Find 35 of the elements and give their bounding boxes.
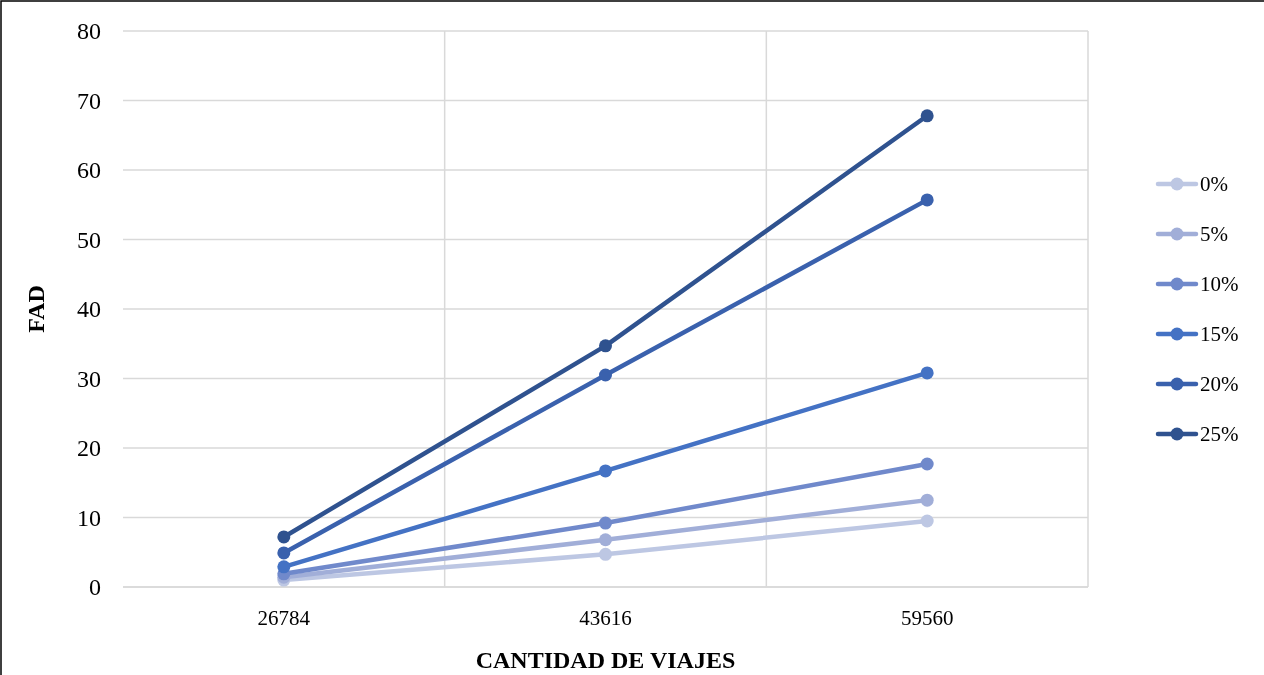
y-tick-label: 20 <box>77 435 101 462</box>
legend-label: 25% <box>1200 422 1239 447</box>
point <box>920 514 934 528</box>
x-tick-label: 26784 <box>257 606 311 630</box>
legend-label: 15% <box>1200 322 1239 347</box>
point <box>920 109 934 123</box>
point <box>599 533 612 547</box>
y-tick-label: 50 <box>77 226 101 253</box>
point <box>920 366 934 380</box>
legend-label: 20% <box>1200 372 1239 397</box>
point <box>920 457 934 471</box>
point <box>599 339 612 353</box>
point <box>920 193 934 207</box>
point <box>277 530 291 544</box>
point <box>277 546 291 560</box>
y-tick-label: 80 <box>77 18 101 45</box>
point <box>599 464 612 478</box>
y-axis-title: FAD <box>23 285 49 333</box>
legend-label: 10% <box>1200 272 1239 297</box>
point <box>599 516 612 530</box>
point <box>277 560 291 574</box>
point <box>599 547 612 561</box>
point <box>599 368 612 382</box>
y-tick-label: 30 <box>77 365 101 392</box>
y-tick-label: 40 <box>77 296 101 323</box>
y-tick-label: 10 <box>77 504 101 531</box>
x-tick-label: 43616 <box>579 606 632 630</box>
y-tick-label: 70 <box>77 87 101 114</box>
point <box>920 493 934 507</box>
legend-label: 5% <box>1200 222 1228 247</box>
y-tick-label: 0 <box>89 574 101 601</box>
x-tick-label: 59560 <box>900 606 954 630</box>
y-tick-label: 60 <box>77 157 101 184</box>
legend-label: 0% <box>1200 172 1228 197</box>
x-axis-title: CANTIDAD DE VIAJES <box>475 647 736 673</box>
